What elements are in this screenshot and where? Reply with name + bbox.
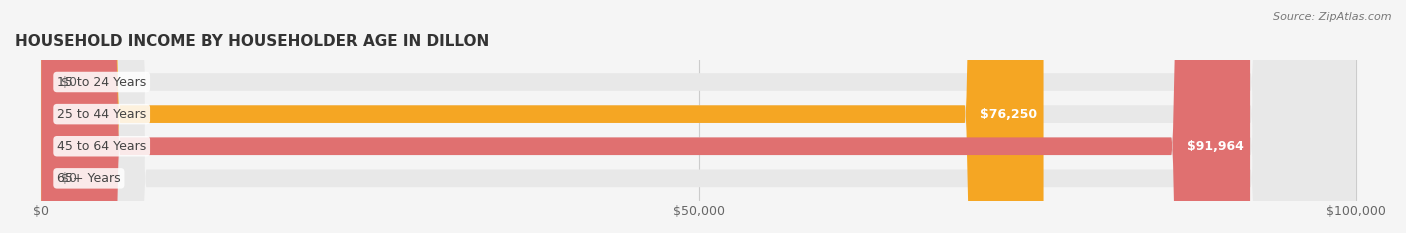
Text: HOUSEHOLD INCOME BY HOUSEHOLDER AGE IN DILLON: HOUSEHOLD INCOME BY HOUSEHOLDER AGE IN D… [15, 34, 489, 49]
FancyBboxPatch shape [41, 0, 1250, 233]
FancyBboxPatch shape [41, 0, 1355, 233]
FancyBboxPatch shape [41, 0, 1355, 233]
Text: Source: ZipAtlas.com: Source: ZipAtlas.com [1274, 12, 1392, 22]
Text: $0: $0 [60, 172, 77, 185]
Text: 15 to 24 Years: 15 to 24 Years [58, 75, 146, 89]
FancyBboxPatch shape [41, 0, 1355, 233]
Text: $91,964: $91,964 [1187, 140, 1243, 153]
Text: 45 to 64 Years: 45 to 64 Years [58, 140, 146, 153]
Text: 65+ Years: 65+ Years [58, 172, 121, 185]
Text: $0: $0 [60, 75, 77, 89]
Text: 25 to 44 Years: 25 to 44 Years [58, 108, 146, 121]
FancyBboxPatch shape [41, 0, 1043, 233]
FancyBboxPatch shape [41, 0, 1355, 233]
Text: $76,250: $76,250 [980, 108, 1038, 121]
